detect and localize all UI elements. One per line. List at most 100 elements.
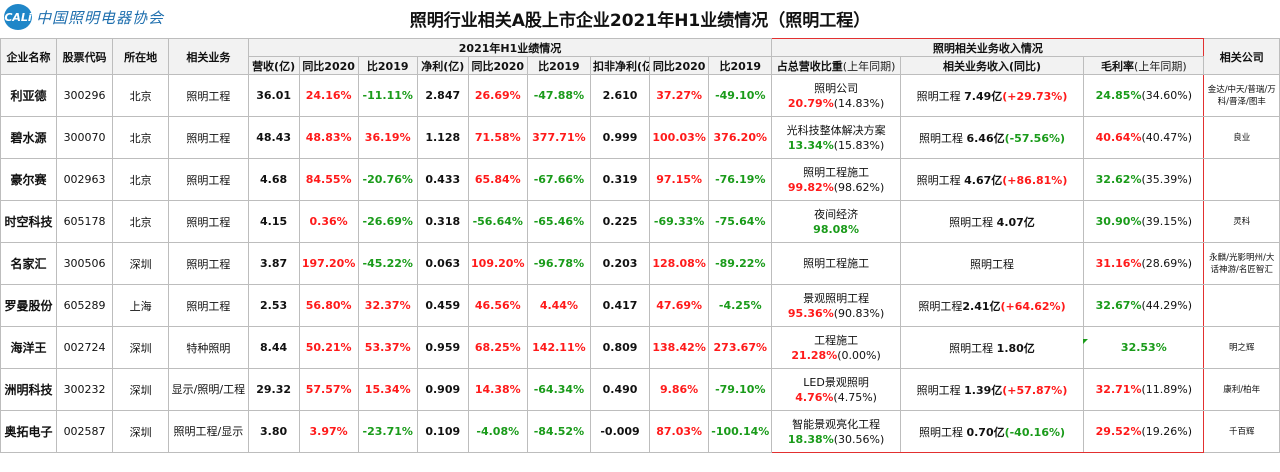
np-vs2019: -65.46% bbox=[526, 200, 591, 243]
group-h1-performance: 2021年H1业绩情况 bbox=[247, 38, 773, 57]
revenue-share: LED景观照明 4.76%(4.75%) bbox=[771, 368, 901, 411]
table-row: 洲明科技 300232 深圳 显示/照明/工程 29.32 57.57% 15.34% 0.9… bbox=[0, 368, 1280, 411]
location: 深圳 bbox=[112, 368, 170, 411]
stock-code: 002724 bbox=[56, 326, 114, 369]
revenue: 29.32 bbox=[247, 368, 300, 411]
share-prev: (30.56%) bbox=[833, 432, 885, 446]
revenue: 3.87 bbox=[247, 242, 300, 285]
stock-code: 300296 bbox=[56, 74, 114, 117]
rev-vs2019: -11.11% bbox=[357, 74, 418, 117]
table-row: 利亚德 300296 北京 照明工程 36.01 24.16% -11.11% 2.847 26… bbox=[0, 74, 1280, 117]
rev-vs2019: 32.37% bbox=[357, 284, 418, 327]
np-vs2019: -84.52% bbox=[526, 410, 591, 453]
share-business-name: 智能景观亮化工程 bbox=[792, 417, 881, 431]
gross-margin-value: 32.62% bbox=[1095, 173, 1142, 186]
lighting-rev-change: (-57.56%) bbox=[1004, 131, 1066, 145]
lighting-rev-value: 2.41亿 bbox=[962, 299, 1001, 313]
deducted-np: 0.490 bbox=[589, 368, 651, 411]
net-profit: 2.847 bbox=[416, 74, 469, 117]
gross-margin-value: 40.64% bbox=[1095, 131, 1142, 144]
company-name: 洲明科技 bbox=[0, 368, 58, 411]
related-companies bbox=[1203, 158, 1280, 201]
lighting-rev-label: 照明工程 bbox=[949, 341, 997, 355]
share-values: 99.82%(98.62%) bbox=[774, 180, 897, 195]
lighting-rev-label: 照明工程 bbox=[949, 215, 997, 229]
share-business-name: LED景观照明 bbox=[803, 375, 869, 389]
share-values: 13.34%(15.83%) bbox=[774, 138, 897, 153]
share-business-name: 照明工程施工 bbox=[803, 165, 870, 179]
dnp-yoy2020: 97.15% bbox=[649, 158, 710, 201]
share-values: 18.38%(30.56%) bbox=[774, 432, 897, 447]
related-companies: 良业 bbox=[1203, 116, 1280, 159]
lighting-rev-change: (+64.62%) bbox=[1000, 299, 1066, 313]
table-row: 海洋王 002724 深圳 特种照明 8.44 50.21% 53.37% 0.959 68.2… bbox=[0, 326, 1280, 369]
business: 照明工程 bbox=[168, 284, 249, 327]
col-np-yoy2020: 同比2020 bbox=[467, 56, 528, 75]
deducted-np: 0.809 bbox=[589, 326, 651, 369]
share-prev: (14.83%) bbox=[833, 96, 885, 110]
col-deducted-np: 扣非净利(亿) bbox=[589, 56, 651, 75]
rev-vs2019: -45.22% bbox=[357, 242, 418, 285]
np-vs2019: -64.34% bbox=[526, 368, 591, 411]
share-values: 95.36%(90.83%) bbox=[774, 306, 897, 321]
col-code: 股票代码 bbox=[56, 38, 114, 75]
col-related: 相关公司 bbox=[1203, 38, 1280, 75]
gross-margin: 29.52%(19.26%) bbox=[1083, 410, 1205, 453]
deducted-np: 0.319 bbox=[589, 158, 651, 201]
revenue: 4.15 bbox=[247, 200, 300, 243]
performance-table: 企业名称 股票代码 所在地 相关业务 2021年H1业绩情况 照明相关业务收入情… bbox=[0, 38, 1280, 453]
gross-margin: 24.85%(34.60%) bbox=[1083, 74, 1205, 117]
col-rev-vs2019: 比2019 bbox=[357, 56, 418, 75]
col-share-label: 占总营收比重 bbox=[776, 59, 843, 73]
business: 照明工程 bbox=[168, 242, 249, 285]
stock-code: 300070 bbox=[56, 116, 114, 159]
col-business: 相关业务 bbox=[168, 38, 249, 75]
lighting-revenue: 照明工程2.41亿(+64.62%) bbox=[899, 284, 1085, 327]
gross-margin: 40.64%(40.47%) bbox=[1083, 116, 1205, 159]
dnp-vs2019: -75.64% bbox=[708, 200, 773, 243]
rev-vs2019: -20.76% bbox=[357, 158, 418, 201]
page-title: 照明行业相关A股上市企业2021年H1业绩情况（照明工程） bbox=[409, 11, 871, 31]
revenue-share: 光科技整体解决方案 13.34%(15.83%) bbox=[771, 116, 901, 159]
col-np-vs2019: 比2019 bbox=[526, 56, 591, 75]
dnp-vs2019: 273.67% bbox=[708, 326, 773, 369]
gross-margin-prev: (40.47%) bbox=[1141, 131, 1193, 144]
business: 特种照明 bbox=[168, 326, 249, 369]
share-business-name: 光科技整体解决方案 bbox=[786, 123, 886, 137]
share-prev: (0.00%) bbox=[837, 348, 881, 362]
company-name: 奥拓电子 bbox=[0, 410, 58, 453]
revenue: 3.80 bbox=[247, 410, 300, 453]
deducted-np: 0.999 bbox=[589, 116, 651, 159]
share-prev: (90.83%) bbox=[833, 306, 885, 320]
col-gm-note: (上年同期) bbox=[1134, 59, 1187, 73]
gross-margin-value: 30.90% bbox=[1095, 215, 1142, 228]
deducted-np: 0.417 bbox=[589, 284, 651, 327]
share-pct: 98.08% bbox=[813, 222, 859, 236]
gross-margin-prev: (11.89%) bbox=[1141, 383, 1193, 396]
net-profit: 0.063 bbox=[416, 242, 469, 285]
revenue-share: 工程施工 21.28%(0.00%) bbox=[771, 326, 901, 369]
dnp-yoy2020: 128.08% bbox=[649, 242, 710, 285]
table-row: 奥拓电子 002587 深圳 照明工程/显示 3.80 3.97% -23.71% 0.109… bbox=[0, 410, 1280, 453]
location: 深圳 bbox=[112, 242, 170, 285]
company-name: 海洋王 bbox=[0, 326, 58, 369]
col-dnp-yoy2020: 同比2020 bbox=[649, 56, 710, 75]
revenue-share: 夜间经济 98.08% bbox=[771, 200, 901, 243]
deducted-np: 0.203 bbox=[589, 242, 651, 285]
share-pct: 21.28% bbox=[791, 348, 838, 362]
net-profit: 0.318 bbox=[416, 200, 469, 243]
col-revenue: 营收(亿) bbox=[247, 56, 300, 75]
dnp-yoy2020: 37.27% bbox=[649, 74, 710, 117]
col-share: 占总营收比重(上年同期) bbox=[771, 56, 901, 75]
net-profit: 0.959 bbox=[416, 326, 469, 369]
table-row: 罗曼股份 605289 上海 照明工程 2.53 56.80% 32.37% 0.459 46.… bbox=[0, 284, 1280, 327]
gross-margin-value: 32.53% bbox=[1120, 341, 1167, 354]
location: 上海 bbox=[112, 284, 170, 327]
stock-code: 605178 bbox=[56, 200, 114, 243]
lighting-rev-value: 0.70亿 bbox=[966, 425, 1005, 439]
revenue-share: 照明工程施工 bbox=[771, 242, 901, 285]
dnp-vs2019: -79.10% bbox=[708, 368, 773, 411]
dnp-yoy2020: -69.33% bbox=[649, 200, 710, 243]
lighting-rev-change: (+86.81%) bbox=[1002, 173, 1068, 187]
business: 照明工程 bbox=[168, 116, 249, 159]
